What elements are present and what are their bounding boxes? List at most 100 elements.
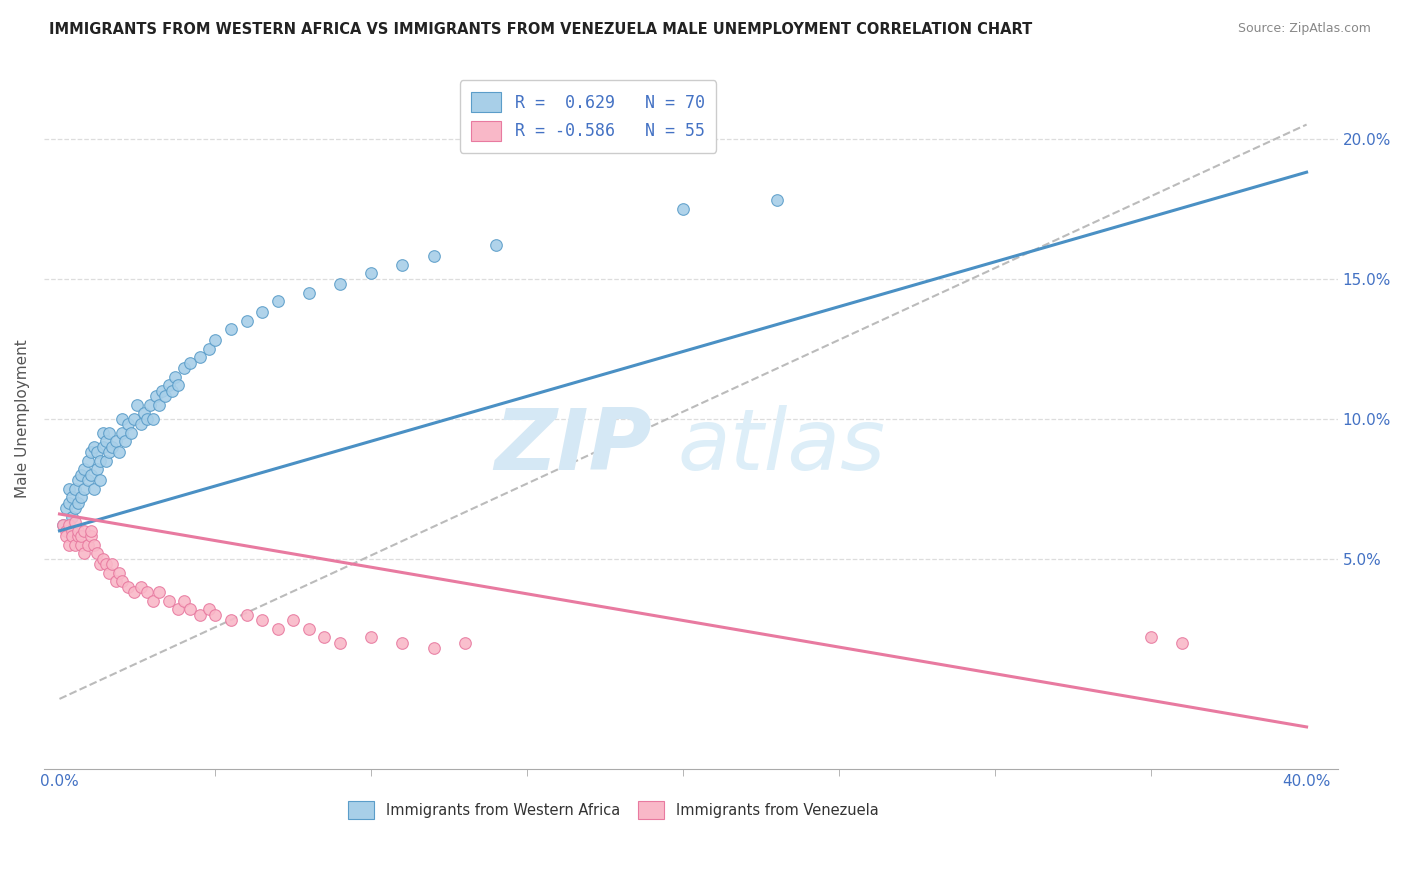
Point [235, 314, 257, 328]
Point [67, 496, 90, 510]
Text: ZIP: ZIP [495, 405, 652, 488]
Point [98, 425, 121, 440]
Point [157, 594, 180, 608]
Point [1171, 636, 1194, 650]
Point [198, 342, 221, 356]
Point [148, 585, 170, 599]
Point [70, 467, 93, 482]
Point [173, 361, 195, 376]
Point [63, 501, 86, 516]
Point [188, 607, 211, 622]
Point [167, 602, 190, 616]
Point [52, 518, 75, 533]
Point [155, 389, 177, 403]
Point [89, 454, 111, 468]
Point [219, 614, 242, 628]
Point [391, 258, 413, 272]
Point [135, 411, 157, 425]
Point [298, 285, 321, 300]
Point [96, 558, 118, 572]
Point [107, 566, 129, 580]
Point [60, 524, 83, 538]
Point [67, 529, 90, 543]
Point [163, 369, 186, 384]
Point [267, 622, 290, 636]
Point [157, 378, 180, 392]
Point [485, 238, 508, 252]
Point [111, 574, 134, 589]
Point [117, 417, 139, 432]
Point [67, 474, 90, 488]
Point [422, 641, 444, 656]
Point [86, 462, 108, 476]
Point [73, 482, 96, 496]
Point [132, 406, 155, 420]
Point [101, 558, 124, 572]
Point [391, 636, 413, 650]
Point [765, 193, 787, 207]
Point [63, 482, 86, 496]
Point [114, 434, 136, 449]
Point [104, 574, 127, 589]
Point [188, 350, 211, 364]
Point [198, 602, 221, 616]
Point [329, 277, 352, 292]
Point [58, 518, 80, 533]
Point [179, 602, 201, 616]
Point [55, 501, 77, 516]
Point [98, 566, 121, 580]
Legend: Immigrants from Western Africa, Immigrants from Venezuela: Immigrants from Western Africa, Immigran… [342, 796, 884, 825]
Point [173, 594, 195, 608]
Point [79, 467, 101, 482]
Point [124, 411, 146, 425]
Point [360, 630, 382, 644]
Point [267, 294, 290, 309]
Point [111, 425, 134, 440]
Point [73, 546, 96, 560]
Point [70, 538, 93, 552]
Point [96, 454, 118, 468]
Point [73, 524, 96, 538]
Point [76, 454, 98, 468]
Point [129, 580, 152, 594]
Point [89, 558, 111, 572]
Point [179, 356, 201, 370]
Point [145, 389, 167, 403]
Point [422, 249, 444, 263]
Point [70, 490, 93, 504]
Point [63, 538, 86, 552]
Point [83, 482, 105, 496]
Point [86, 546, 108, 560]
Point [58, 482, 80, 496]
Point [60, 509, 83, 524]
Point [148, 398, 170, 412]
Point [98, 445, 121, 459]
Point [73, 462, 96, 476]
Point [107, 445, 129, 459]
Point [55, 529, 77, 543]
Y-axis label: Male Unemployment: Male Unemployment [15, 339, 30, 498]
Point [298, 622, 321, 636]
Text: Source: ZipAtlas.com: Source: ZipAtlas.com [1237, 22, 1371, 36]
Point [135, 585, 157, 599]
Point [60, 529, 83, 543]
Text: atlas: atlas [678, 405, 886, 488]
Point [235, 607, 257, 622]
Point [167, 378, 190, 392]
Point [250, 614, 273, 628]
Point [160, 384, 183, 398]
Point [204, 607, 226, 622]
Point [70, 529, 93, 543]
Point [219, 322, 242, 336]
Point [67, 524, 90, 538]
Point [79, 529, 101, 543]
Point [55, 524, 77, 538]
Point [129, 417, 152, 432]
Point [329, 636, 352, 650]
Point [111, 411, 134, 425]
Point [204, 333, 226, 347]
Point [63, 516, 86, 530]
Point [91, 425, 114, 440]
Point [142, 411, 165, 425]
Point [89, 474, 111, 488]
